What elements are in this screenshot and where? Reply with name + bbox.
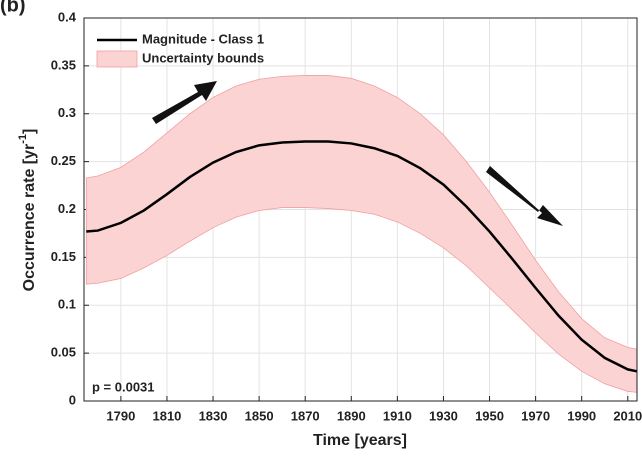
x-tick-label: 1850 <box>245 408 274 423</box>
x-tick-label: 1930 <box>429 408 458 423</box>
arrow-down <box>486 166 563 226</box>
legend-label: Uncertainty bounds <box>142 50 264 65</box>
plot-frame <box>83 17 638 402</box>
x-tick-label: 1990 <box>567 408 596 423</box>
y-axis-label-end: ] <box>21 129 38 134</box>
y-tick-label: 0 <box>69 392 76 407</box>
y-axis-label-sup: -1 <box>17 134 29 144</box>
legend-label: Magnitude - Class 1 <box>142 31 264 46</box>
y-tick-label: 0.05 <box>51 345 76 360</box>
panel-label: (b) <box>0 0 26 16</box>
y-tick-label: 0.4 <box>58 9 77 24</box>
x-tick-label: 1870 <box>291 408 320 423</box>
x-tick-label: 1890 <box>337 408 366 423</box>
y-axis-label: Occurrence rate [yr-1] <box>17 129 38 292</box>
p-value-annotation: p = 0.0031 <box>92 379 155 394</box>
series-line <box>86 140 638 373</box>
x-tick-label: 2010 <box>613 408 642 423</box>
arrows <box>152 81 563 226</box>
y-tick-label: 0.35 <box>51 57 76 72</box>
arrow-up <box>152 81 217 124</box>
x-tick-label: 1950 <box>475 408 504 423</box>
y-tick-label: 0.2 <box>58 201 76 216</box>
y-tick-label: 0.1 <box>58 297 76 312</box>
x-tick-label: 1910 <box>383 408 412 423</box>
y-axis-label-main: Occurrence rate [yr <box>21 144 38 292</box>
x-tick-label: 1790 <box>106 408 135 423</box>
y-tick-label: 0.25 <box>51 153 76 168</box>
legend-swatch <box>96 50 138 68</box>
x-tick-label: 1830 <box>199 408 228 423</box>
y-tick-label: 0.3 <box>58 105 76 120</box>
x-axis-label: Time [years] <box>313 432 407 449</box>
x-tick-label: 1810 <box>152 408 181 423</box>
x-tick-label: 1970 <box>521 408 550 423</box>
y-tick-label: 0.15 <box>51 249 76 264</box>
